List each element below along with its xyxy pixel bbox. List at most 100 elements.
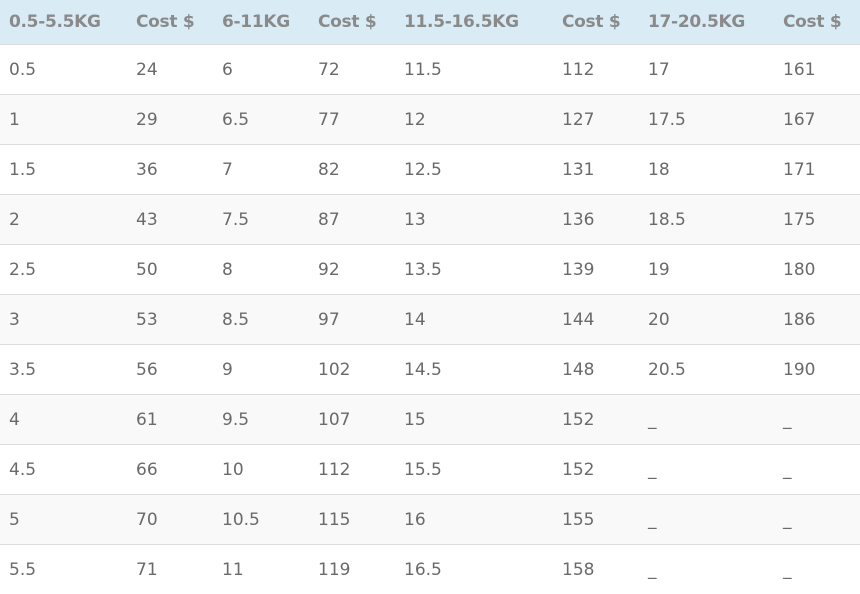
table-cell: 131 xyxy=(553,145,639,195)
table-cell: 175 xyxy=(774,195,860,245)
table-cell: 6.5 xyxy=(213,95,309,145)
table-cell: 15.5 xyxy=(395,445,553,495)
table-cell: 119 xyxy=(309,545,395,594)
table-cell: 82 xyxy=(309,145,395,195)
table-cell: _ xyxy=(774,395,860,445)
table-cell: _ xyxy=(774,495,860,545)
table-cell: 11.5 xyxy=(395,45,553,95)
table-cell: 13.5 xyxy=(395,245,553,295)
table-cell: 190 xyxy=(774,345,860,395)
table-cell: 107 xyxy=(309,395,395,445)
table-cell: 36 xyxy=(127,145,213,195)
table-cell: 10 xyxy=(213,445,309,495)
table-cell: 12.5 xyxy=(395,145,553,195)
table-cell: 161 xyxy=(774,45,860,95)
table-cell: 102 xyxy=(309,345,395,395)
table-cell: 6 xyxy=(213,45,309,95)
table-cell: 11 xyxy=(213,545,309,594)
table-cell: 87 xyxy=(309,195,395,245)
table-cell: 112 xyxy=(553,45,639,95)
table-cell: 148 xyxy=(553,345,639,395)
table-cell: 12 xyxy=(395,95,553,145)
table-cell: 8.5 xyxy=(213,295,309,345)
table-cell: 19 xyxy=(639,245,774,295)
table-cell: 4.5 xyxy=(0,445,127,495)
table-cell: _ xyxy=(639,445,774,495)
table-cell: _ xyxy=(639,495,774,545)
table-cell: 20 xyxy=(639,295,774,345)
table-cell: 5 xyxy=(0,495,127,545)
table-cell: 72 xyxy=(309,45,395,95)
table-cell: 13 xyxy=(395,195,553,245)
table-cell: 20.5 xyxy=(639,345,774,395)
table-cell: 70 xyxy=(127,495,213,545)
table-cell: 136 xyxy=(553,195,639,245)
table-cell: 139 xyxy=(553,245,639,295)
table-cell: 17.5 xyxy=(639,95,774,145)
table-cell: 71 xyxy=(127,545,213,594)
table-cell: _ xyxy=(774,545,860,594)
header-cell: Cost $ xyxy=(774,0,860,45)
table-cell: _ xyxy=(639,545,774,594)
table-cell: 53 xyxy=(127,295,213,345)
table-cell: _ xyxy=(774,445,860,495)
table-cell: 1.5 xyxy=(0,145,127,195)
table-cell: 0.5 xyxy=(0,45,127,95)
table-cell: 2 xyxy=(0,195,127,245)
table-cell: 3.5 xyxy=(0,345,127,395)
table-cell: 24 xyxy=(127,45,213,95)
table-cell: 8 xyxy=(213,245,309,295)
table-cell: 7 xyxy=(213,145,309,195)
header-cell: 17-20.5KG xyxy=(639,0,774,45)
table-cell: 92 xyxy=(309,245,395,295)
header-cell: 0.5-5.5KG xyxy=(0,0,127,45)
table-cell: 18 xyxy=(639,145,774,195)
table-cell: 10.5 xyxy=(213,495,309,545)
table-cell: 167 xyxy=(774,95,860,145)
table-cell: 18.5 xyxy=(639,195,774,245)
table-cell: 97 xyxy=(309,295,395,345)
table-cell: 16.5 xyxy=(395,545,553,594)
table-cell: _ xyxy=(639,395,774,445)
table-cell: 152 xyxy=(553,445,639,495)
table-cell: 112 xyxy=(309,445,395,495)
header-cell: Cost $ xyxy=(553,0,639,45)
table-cell: 3 xyxy=(0,295,127,345)
table-cell: 171 xyxy=(774,145,860,195)
table-cell: 2.5 xyxy=(0,245,127,295)
table-cell: 9.5 xyxy=(213,395,309,445)
table-cell: 7.5 xyxy=(213,195,309,245)
table-cell: 9 xyxy=(213,345,309,395)
table-cell: 50 xyxy=(127,245,213,295)
header-cell: 6-11KG xyxy=(213,0,309,45)
table-cell: 56 xyxy=(127,345,213,395)
header-cell: Cost $ xyxy=(309,0,395,45)
table-cell: 61 xyxy=(127,395,213,445)
table-cell: 152 xyxy=(553,395,639,445)
table-cell: 115 xyxy=(309,495,395,545)
table-cell: 15 xyxy=(395,395,553,445)
table-cell: 29 xyxy=(127,95,213,145)
table-cell: 180 xyxy=(774,245,860,295)
table-cell: 77 xyxy=(309,95,395,145)
table-cell: 186 xyxy=(774,295,860,345)
table-cell: 17 xyxy=(639,45,774,95)
table-cell: 4 xyxy=(0,395,127,445)
table-cell: 5.5 xyxy=(0,545,127,594)
table-cell: 158 xyxy=(553,545,639,594)
table-cell: 16 xyxy=(395,495,553,545)
